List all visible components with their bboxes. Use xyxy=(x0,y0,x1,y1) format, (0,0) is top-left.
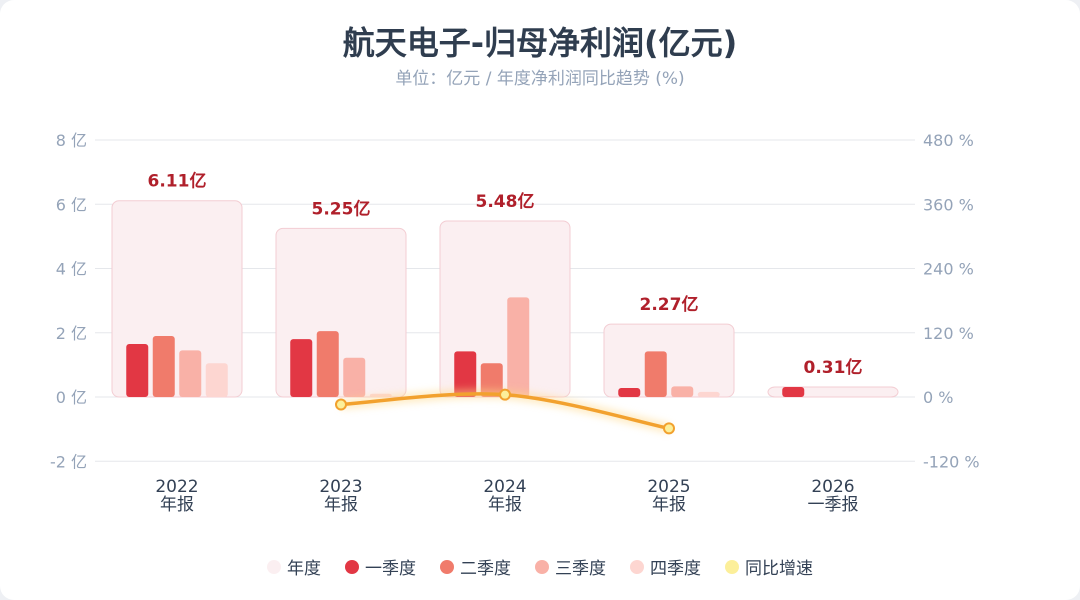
quarter-bar-q2 xyxy=(152,335,175,397)
x-tick-period: 年报 xyxy=(652,495,686,515)
legend-marker xyxy=(630,559,644,574)
quarter-bar-q1 xyxy=(290,339,313,397)
yoy-point xyxy=(663,422,675,435)
legend-item-q2[interactable]: 二季度 xyxy=(440,554,511,579)
quarter-bar-q1 xyxy=(782,387,805,397)
x-tick-period: 年报 xyxy=(324,495,358,515)
y-left-tick-label: 6 亿 xyxy=(56,195,87,214)
x-tick-year: 2024 xyxy=(483,477,526,497)
quarter-bar-q1 xyxy=(454,351,477,397)
legend-label: 四季度 xyxy=(650,559,701,579)
x-tick-year: 2026 xyxy=(811,477,854,497)
chart-title: 航天电子-归母净利润(亿元) xyxy=(342,24,738,62)
chart-subtitle: 单位：亿元 / 年度净利润同比趋势 (%) xyxy=(395,69,685,89)
y-right-tick-label: 120 % xyxy=(923,324,974,343)
x-tick-year: 2025 xyxy=(647,477,690,497)
annual-value-label: 6.11亿 xyxy=(148,171,207,192)
legend-label: 二季度 xyxy=(460,559,511,579)
annual-bar xyxy=(603,323,735,398)
y-left-tick-label: -2 亿 xyxy=(50,452,87,471)
quarter-bar-q1 xyxy=(618,388,641,397)
y-right-tick-label: 480 % xyxy=(923,131,974,150)
legend-marker xyxy=(535,559,549,574)
quarter-bar-q1 xyxy=(126,343,149,397)
x-tick-year: 2023 xyxy=(319,477,362,497)
y-left-tick-label: 2 亿 xyxy=(56,324,87,343)
legend-item-q4[interactable]: 四季度 xyxy=(630,554,701,579)
legend-item-q1[interactable]: 一季度 xyxy=(345,554,416,579)
quarter-bar-q3 xyxy=(671,386,694,397)
chart-legend: 年度 一季度 二季度 三季度 四季度 同比增速 xyxy=(0,554,1080,579)
annual-value-label: 0.31亿 xyxy=(804,357,863,378)
y-right-tick-label: 360 % xyxy=(923,195,974,214)
legend-marker xyxy=(725,559,739,574)
yoy-point xyxy=(335,398,347,411)
legend-label: 一季度 xyxy=(365,559,416,579)
y-left-tick-label: 0 亿 xyxy=(56,388,87,407)
legend-item-yoy_marker[interactable]: 同比增速 xyxy=(725,554,813,579)
legend-marker xyxy=(267,559,281,574)
legend-item-q3[interactable]: 三季度 xyxy=(535,554,606,579)
legend-label: 同比增速 xyxy=(745,559,813,579)
x-tick-period: 年报 xyxy=(488,495,522,515)
quarter-bar-q4 xyxy=(205,363,228,397)
legend-label: 三季度 xyxy=(555,559,606,579)
annual-value-label: 2.27亿 xyxy=(640,294,699,315)
quarter-bar-q2 xyxy=(480,363,503,397)
legend-marker xyxy=(345,559,359,574)
y-right-tick-label: -120 % xyxy=(923,452,980,471)
x-tick-period: 年报 xyxy=(160,495,194,515)
quarter-bar-q3 xyxy=(507,297,530,397)
y-left-tick-label: 8 亿 xyxy=(56,131,87,150)
x-tick-year: 2022 xyxy=(155,477,198,497)
annual-value-label: 5.25亿 xyxy=(312,198,371,219)
quarter-bar-q4 xyxy=(697,391,720,397)
yoy-point xyxy=(499,388,511,401)
y-left-tick-label: 4 亿 xyxy=(56,260,87,279)
legend-marker xyxy=(440,559,454,574)
annual-value-label: 5.48亿 xyxy=(476,191,535,212)
quarter-bar-q3 xyxy=(343,357,366,397)
quarter-bar-q3 xyxy=(179,350,202,397)
y-right-tick-label: 240 % xyxy=(923,260,974,279)
quarter-bar-q2 xyxy=(644,351,667,397)
legend-label: 年度 xyxy=(287,559,321,579)
x-tick-period: 一季报 xyxy=(808,495,859,515)
legend-item-annual[interactable]: 年度 xyxy=(267,554,321,579)
y-right-tick-label: 0 % xyxy=(923,388,953,407)
quarter-bar-q2 xyxy=(316,331,339,397)
